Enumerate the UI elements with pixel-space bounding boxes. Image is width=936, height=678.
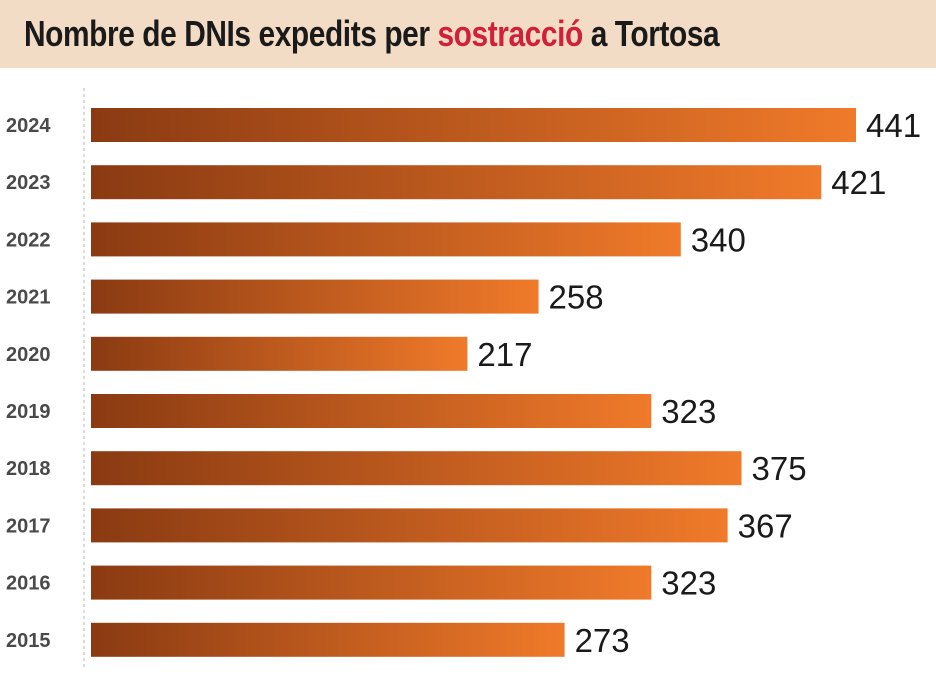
title-prefix: Nombre de DNIs expedits per xyxy=(24,13,430,54)
bar-2023 xyxy=(91,165,822,200)
value-label-2024: 441 xyxy=(866,107,921,144)
value-label-2019: 323 xyxy=(661,393,716,430)
title-highlight: sostracció xyxy=(437,13,583,54)
bar-2017 xyxy=(91,508,728,543)
y-tick-label-2024: 2024 xyxy=(6,115,51,137)
y-tick-label-2020: 2020 xyxy=(6,344,51,366)
y-tick-label-2022: 2022 xyxy=(6,229,51,251)
title-suffix: a Tortosa xyxy=(590,13,720,54)
bar-chart: 2024 441 2023 421 2022 340 2021 258 2020 217 2019 3… xyxy=(6,88,921,668)
value-label-2023: 421 xyxy=(831,164,886,201)
value-label-2015: 273 xyxy=(575,622,630,659)
bars-group: 2024 441 2023 421 2022 340 2021 258 2020 217 2019 3… xyxy=(6,107,921,659)
bar-2021 xyxy=(91,279,539,314)
title-banner xyxy=(0,0,936,68)
y-tick-label-2017: 2017 xyxy=(6,515,51,537)
bar-2016 xyxy=(91,565,652,600)
y-tick-label-2015: 2015 xyxy=(6,630,51,652)
bar-2022 xyxy=(91,222,681,257)
y-tick-label-2021: 2021 xyxy=(6,287,51,309)
value-label-2021: 258 xyxy=(549,279,604,316)
chart-title: Nombre de DNIs expedits per sostracció a… xyxy=(24,8,771,60)
y-tick-label-2018: 2018 xyxy=(6,458,51,480)
bar-2020 xyxy=(91,336,468,371)
y-tick-label-2023: 2023 xyxy=(6,172,51,194)
value-label-2016: 323 xyxy=(661,565,716,602)
value-label-2018: 375 xyxy=(752,450,807,487)
y-tick-label-2019: 2019 xyxy=(6,401,51,423)
bar-2015 xyxy=(91,622,565,657)
bar-2019 xyxy=(91,394,652,428)
bar-2018 xyxy=(91,451,742,486)
value-label-2022: 340 xyxy=(691,221,746,258)
value-label-2020: 217 xyxy=(477,336,532,373)
bar-2024 xyxy=(91,108,856,142)
y-tick-label-2016: 2016 xyxy=(6,573,51,595)
value-label-2017: 367 xyxy=(738,507,793,544)
